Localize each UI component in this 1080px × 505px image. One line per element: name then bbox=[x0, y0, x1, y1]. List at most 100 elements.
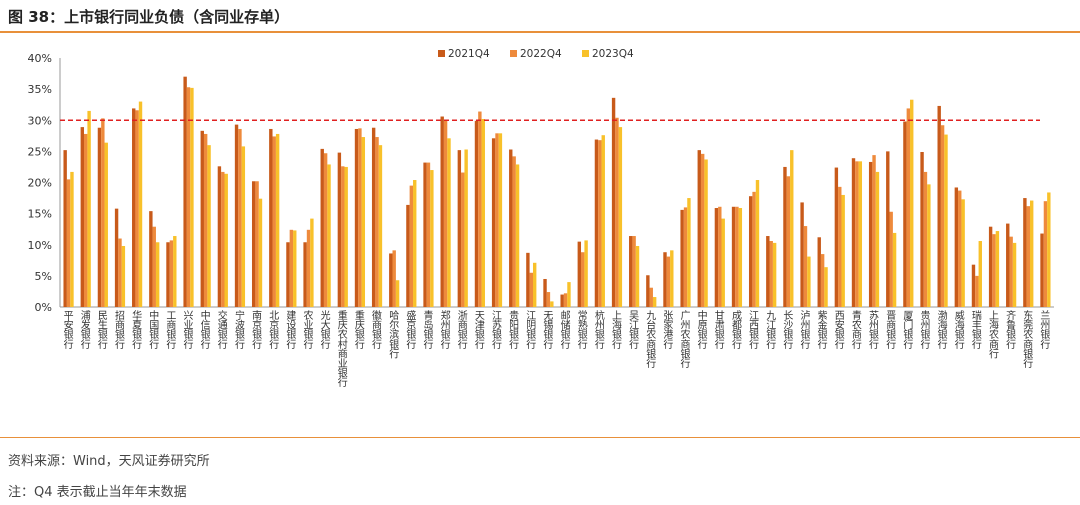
bar-2022Q4 bbox=[118, 238, 122, 307]
bar-2023Q4 bbox=[567, 282, 571, 307]
bar-2022Q4 bbox=[803, 226, 808, 307]
bar-2022Q4 bbox=[838, 186, 842, 307]
bar-2022Q4 bbox=[101, 118, 105, 307]
bar-2022Q4 bbox=[289, 229, 294, 307]
bar-2022Q4 bbox=[221, 171, 225, 307]
x-tick-label: 郑州银行 bbox=[441, 309, 451, 351]
x-tick-label: 渤海银行 bbox=[938, 309, 948, 351]
x-tick-label: 交通银行 bbox=[218, 309, 228, 351]
bar-2022Q4 bbox=[426, 162, 431, 307]
y-tick-label: 15% bbox=[28, 208, 52, 221]
x-tick-label: 泸州银行 bbox=[801, 310, 811, 351]
chart-canvas: 0% 5% 10% 15% 20% 25% 30% 35% 40% 2021Q4 2022Q4 202… bbox=[28, 48, 1054, 389]
bar-2022Q4 bbox=[341, 166, 345, 307]
bar-2021Q4 bbox=[371, 127, 376, 307]
x-tick-label: 宁波银行 bbox=[235, 309, 245, 351]
bar-2021Q4 bbox=[783, 166, 787, 307]
bar-2022Q4 bbox=[615, 117, 619, 307]
y-tick-label: 10% bbox=[28, 239, 52, 252]
x-tick-label: 杭州银行 bbox=[595, 309, 605, 351]
x-tick-label: 民生银行 bbox=[98, 310, 108, 351]
bar-2021Q4 bbox=[971, 264, 976, 307]
x-tick-label: 甘肃银行 bbox=[715, 309, 725, 351]
bar-2021Q4 bbox=[629, 236, 633, 307]
x-tick-label: 常熟银行 bbox=[578, 309, 588, 351]
bar-2021Q4 bbox=[680, 209, 684, 307]
x-tick-label: 中国银行 bbox=[149, 309, 159, 351]
bar-2023Q4 bbox=[978, 241, 982, 307]
x-tick-label: 无锡银行 bbox=[543, 311, 553, 351]
bar-2023Q4 bbox=[378, 145, 383, 307]
bar-2023Q4 bbox=[70, 171, 74, 307]
x-tick-label: 工商银行 bbox=[166, 311, 176, 351]
bar-2022Q4 bbox=[443, 120, 448, 307]
x-tick-label: 青农商行 bbox=[852, 309, 862, 351]
bar-2021Q4 bbox=[80, 127, 85, 307]
bar-2023Q4 bbox=[498, 133, 503, 307]
bar-2022Q4 bbox=[563, 293, 568, 307]
source-note: 资料来源：Wind，天风证券研究所 bbox=[8, 454, 210, 469]
bar-2021Q4 bbox=[509, 149, 513, 307]
bar-2022Q4 bbox=[358, 128, 362, 307]
bar-2022Q4 bbox=[409, 185, 414, 307]
bar-2021Q4 bbox=[166, 242, 170, 307]
bar-2022Q4 bbox=[546, 292, 551, 307]
x-tick-label: 邮储银行 bbox=[561, 309, 571, 351]
x-tick-label: 西安银行 bbox=[835, 311, 845, 351]
x-tick-label: 平安银行 bbox=[64, 311, 74, 351]
y-tick-label: 35% bbox=[28, 83, 52, 96]
bar-2023Q4 bbox=[447, 138, 451, 307]
bar-2023Q4 bbox=[995, 231, 1000, 307]
bar-2022Q4 bbox=[906, 108, 911, 307]
bar-2022Q4 bbox=[169, 240, 174, 307]
x-tick-label: 青岛银行 bbox=[423, 309, 433, 351]
bar-chart: 0% 5% 10% 15% 20% 25% 30% 35% 40% 2021Q4 2022Q4 202… bbox=[0, 34, 1080, 436]
x-tick-label: 上海农商行 bbox=[989, 310, 999, 360]
x-tick-label: 江阴银行 bbox=[526, 310, 536, 351]
bar-2021Q4 bbox=[457, 150, 462, 307]
bar-2023Q4 bbox=[635, 245, 640, 307]
bar-2022Q4 bbox=[632, 236, 636, 307]
y-tick-label: 20% bbox=[28, 177, 52, 190]
bar-2023Q4 bbox=[275, 133, 280, 307]
bar-2022Q4 bbox=[375, 137, 379, 307]
bar-2023Q4 bbox=[361, 137, 366, 307]
bar-2021Q4 bbox=[149, 211, 153, 307]
bar-2021Q4 bbox=[491, 138, 496, 307]
x-tick-label: 齐鲁银行 bbox=[1006, 309, 1016, 351]
bar-2022Q4 bbox=[203, 133, 208, 307]
bar-2023Q4 bbox=[155, 242, 160, 307]
x-tick-label: 上海银行 bbox=[612, 310, 622, 351]
x-tick-label: 晋商银行 bbox=[886, 310, 896, 351]
bar-2022Q4 bbox=[66, 179, 71, 307]
bar-2022Q4 bbox=[786, 176, 791, 307]
bar-2022Q4 bbox=[923, 171, 928, 307]
x-tick-label: 中信银行 bbox=[201, 309, 211, 351]
bar-2021Q4 bbox=[114, 208, 119, 307]
bar-2022Q4 bbox=[529, 272, 533, 307]
x-tick-label: 徽商银行 bbox=[372, 309, 382, 351]
bar-2021Q4 bbox=[406, 204, 410, 307]
bar-2022Q4 bbox=[975, 275, 979, 307]
bar-2021Q4 bbox=[560, 294, 564, 307]
bar-2023Q4 bbox=[1047, 192, 1051, 307]
bar-2021Q4 bbox=[937, 105, 941, 308]
bar-2022Q4 bbox=[306, 229, 311, 307]
x-tick-label: 南京银行 bbox=[252, 309, 262, 351]
bar-2023Q4 bbox=[1029, 200, 1034, 307]
bar-2023Q4 bbox=[892, 232, 897, 307]
bar-2022Q4 bbox=[735, 206, 739, 307]
bar-2021Q4 bbox=[1040, 233, 1044, 307]
x-tick-label: 九台农商银行 bbox=[646, 310, 656, 370]
bar-2021Q4 bbox=[714, 208, 719, 307]
title-divider bbox=[0, 31, 1080, 33]
bar-2023Q4 bbox=[790, 150, 794, 307]
bar-2023Q4 bbox=[1012, 242, 1017, 307]
bar-2021Q4 bbox=[611, 97, 616, 307]
bar-2023Q4 bbox=[584, 240, 588, 307]
bar-2022Q4 bbox=[683, 207, 688, 307]
bar-2023Q4 bbox=[293, 230, 297, 307]
bar-2023Q4 bbox=[104, 142, 108, 307]
bar-2023Q4 bbox=[224, 173, 228, 307]
legend-swatch bbox=[582, 50, 589, 57]
